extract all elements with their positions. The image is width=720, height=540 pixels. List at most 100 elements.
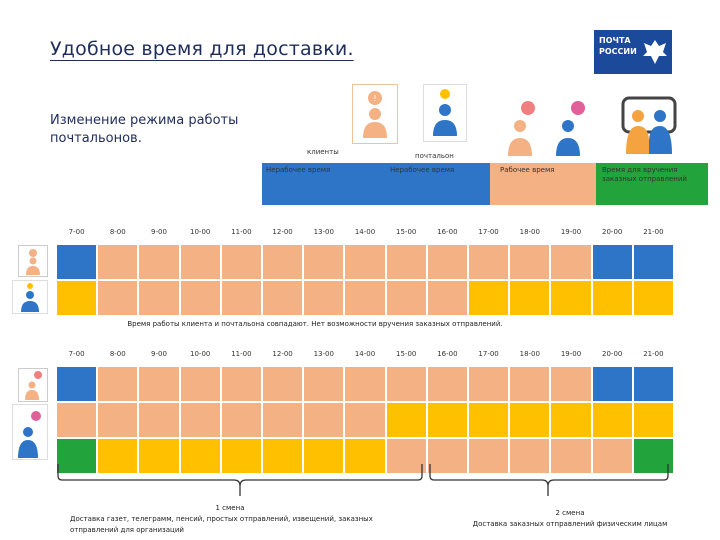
table2-cell: [550, 438, 592, 474]
postman-speech-icon: [556, 101, 585, 156]
table2-hour-label: 11-00: [231, 350, 252, 358]
table2-cell: [550, 402, 592, 438]
table1-cell: [303, 244, 345, 280]
table2-hour-label: 20-00: [602, 350, 623, 358]
table2-hour-label: 19-00: [560, 350, 582, 358]
table1-cell: [179, 244, 221, 280]
table2-cell: [509, 438, 551, 474]
table1-cell: [591, 280, 633, 316]
table2-cell: [179, 366, 221, 402]
table2-cell: [344, 438, 386, 474]
table2-hour-label: 21-00: [643, 350, 664, 358]
shift1-bracket: [57, 464, 423, 496]
table1-hour-label: 9-00: [151, 228, 167, 236]
legend-working: Рабочее время: [490, 163, 596, 205]
table1-cell: [591, 244, 633, 280]
eagle-icon: [643, 40, 667, 64]
table1-cell: [468, 280, 510, 316]
table1-hour-label: 11-00: [231, 228, 252, 236]
client-speech-icon: [508, 101, 535, 156]
table1-cell: [509, 244, 551, 280]
table2-cell: [591, 402, 633, 438]
table1-cell: [97, 280, 139, 316]
postman-speech-row-icon: [12, 404, 48, 460]
shift2-title: 2 смена: [555, 509, 585, 517]
legend-text: Рабочее время: [500, 166, 555, 174]
table2-cell: [220, 366, 262, 402]
table1-hour-label: 18-00: [519, 228, 540, 236]
table1-hour-label: 10-00: [190, 228, 211, 236]
table2-hour-label: 10-00: [190, 350, 211, 358]
table1-cell: [385, 244, 427, 280]
table2-cell: [509, 366, 551, 402]
table2-cell: [632, 402, 674, 438]
table1-cell: [220, 244, 262, 280]
table2-cell: [468, 366, 510, 402]
subtitle: Изменение режима работы почтальонов.: [50, 113, 239, 146]
table1-cell: [220, 280, 262, 316]
table1-hour-label: 16-00: [437, 228, 458, 236]
table1-cell: [138, 244, 180, 280]
table1-cell: [550, 244, 592, 280]
table2-cell: [426, 438, 468, 474]
pochta-rossii-logo: ПОЧТА РОССИИ: [594, 30, 672, 74]
table2-cell: [179, 438, 221, 474]
table2-hour-label: 12-00: [272, 350, 293, 358]
table2-cell: [138, 402, 180, 438]
table1-hour-label: 12-00: [272, 228, 293, 236]
table1-hour-label: 19-00: [560, 228, 582, 236]
client-row-icon: [18, 245, 48, 277]
legend-text: Нерабочее время: [266, 166, 331, 174]
table1-cell: [262, 280, 304, 316]
legend-text: Нерабочее время: [390, 166, 455, 174]
table2-cell: [56, 402, 98, 438]
client-speech-row-icon: [18, 368, 48, 402]
table2-hour-label: 8-00: [109, 350, 126, 358]
table1-cell: [97, 244, 139, 280]
logo-line1: ПОЧТА: [599, 36, 631, 45]
table1-cell: [385, 280, 427, 316]
table2-cell: [550, 366, 592, 402]
table1-cell: [426, 244, 468, 280]
table2-hour-label: 18-00: [519, 350, 540, 358]
table2-cell: [303, 438, 345, 474]
table2-cell: [385, 438, 427, 474]
table2-hour-label: 7-00: [68, 350, 85, 358]
table2-cell: [468, 438, 510, 474]
table1-cell: [468, 244, 510, 280]
table1-cell: [262, 244, 304, 280]
table1-cell: [344, 244, 386, 280]
table2-hour-label: 9-00: [151, 350, 167, 358]
table2-cell: [97, 402, 139, 438]
logo-line2: РОССИИ: [599, 47, 637, 56]
shift2-text: Доставка заказных отправлений физическим…: [472, 520, 668, 528]
page-title: Удобное время для доставки.: [50, 38, 354, 60]
table2-cell: [262, 438, 304, 474]
table2-hour-label: 15-00: [396, 350, 417, 358]
postman-row-icon: [12, 280, 48, 314]
table1-hour-label: 15-00: [396, 228, 417, 236]
table1-cell: [56, 244, 98, 280]
table2-cell: [385, 402, 427, 438]
table1-cell: [426, 280, 468, 316]
table1-cell: [303, 280, 345, 316]
table1-cell: [138, 280, 180, 316]
table1-hour-label: 8-00: [109, 228, 126, 236]
table2-hour-label: 16-00: [437, 350, 458, 358]
table1-cell: [509, 280, 551, 316]
table2-cell: [344, 366, 386, 402]
postman-avatar-icon: [423, 84, 467, 142]
table1-hour-label: 13-00: [313, 228, 334, 236]
table2-cell: [56, 366, 98, 402]
table2-cell: [426, 402, 468, 438]
table2-cell: [344, 402, 386, 438]
table2-hour-label: 14-00: [354, 350, 376, 358]
legend-nonworking-clients: Нерабочее время: [262, 163, 386, 205]
legend-nonworking-postman: Нерабочее время: [386, 163, 490, 205]
table1-cell: [632, 280, 674, 316]
table2-cell: [56, 438, 98, 474]
table2-cell: [591, 438, 633, 474]
table2-cell: [591, 366, 633, 402]
client-avatar-icon: !: [352, 84, 398, 144]
table2-cell: [220, 402, 262, 438]
